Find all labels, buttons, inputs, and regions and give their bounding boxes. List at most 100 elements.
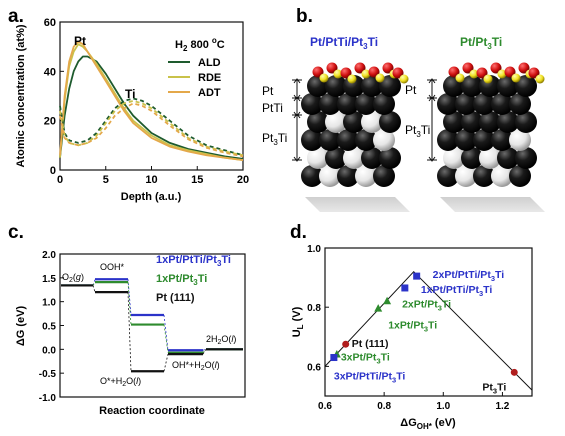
energy-connector (202, 349, 207, 355)
chart-a-xtick-label: 15 (191, 174, 203, 186)
chart-c-legend-black: Pt (111) (156, 292, 195, 304)
chart-a-ticks: 0 5 10 15 20 0 20 40 60 (44, 17, 249, 186)
chart-d-xtick-label: 0.6 (318, 401, 332, 412)
pt-atom (509, 93, 531, 115)
chart-c-state-h2o: 2H2O(l) (206, 334, 236, 346)
chart-c-state-oh: OH*+H2O(l) (172, 360, 220, 372)
panel-label-a: a. (8, 6, 24, 27)
point-2xpt-pt3ti (383, 296, 392, 305)
chart-a: 0 5 10 15 20 0 20 40 60 Pt Ti H2 800 oC ALD RDE … (15, 17, 249, 203)
panel-label-d: d. (290, 222, 307, 243)
pt-atom (355, 93, 377, 115)
chart-d-frame (324, 247, 533, 397)
pt-atom (301, 93, 323, 115)
hydrogen-atom (333, 69, 343, 79)
chart-d-points: 2xPt/PtTi/Pt3Ti1xPt/PtTi/Pt3Ti2xPt/Pt3Ti… (330, 269, 518, 395)
chart-d-xlabel: ΔGOH* (eV) (400, 417, 456, 431)
chart-c-ytick-label: 1.0 (42, 298, 56, 309)
point-label-1xpt-ptti-pt3ti: 1xPt/PtTi/Pt3Ti (421, 284, 493, 298)
oxygen-atom (476, 67, 488, 79)
series-ti-ald (59, 97, 244, 157)
chart-d-ylabel: UL (V) (291, 306, 305, 337)
model-right-layer-pt: Pt (405, 83, 417, 97)
pt-atom (473, 129, 495, 151)
legend-label-adt: ADT (198, 87, 221, 99)
pt-atom (379, 147, 401, 169)
hydrogen-atom (399, 74, 409, 84)
chart-a-xtick-label: 5 (103, 174, 109, 186)
oxygen-atom (518, 62, 530, 74)
chart-d-volcano-line (324, 270, 533, 391)
hydrogen-atom (497, 69, 507, 79)
pt-atom (455, 93, 477, 115)
oxygen-atom (340, 67, 352, 79)
pt-atom (461, 75, 483, 97)
energy-connector (202, 348, 207, 351)
chart-d-xtick-label: 0.8 (377, 401, 391, 412)
ti-atom (355, 165, 377, 187)
energy-connector (127, 292, 132, 372)
hydrogen-atom (469, 69, 479, 79)
panel-b-models: Pt/PtTi/Pt3Ti Pt/Pt3Ti Pt PtTi Pt3Ti (262, 35, 545, 212)
chart-a-xlabel: Depth (a.u.) (121, 191, 182, 203)
ti-atom (307, 147, 329, 169)
pt-atom (479, 111, 501, 133)
chart-a-ytick-label: 40 (44, 66, 56, 78)
chart-c-ytick-label: 0.0 (42, 345, 56, 356)
ti-atom (319, 165, 341, 187)
model-right-shadow (440, 197, 545, 212)
point-2xpt-ptti-pt3ti (413, 272, 421, 280)
pt-atom (515, 75, 537, 97)
energy-connector (127, 279, 132, 316)
series-ti-rde (59, 100, 244, 157)
pt-atom (491, 129, 513, 151)
point-label-pt3ti: Pt3Ti (482, 381, 506, 395)
panel-label-b: b. (296, 6, 313, 27)
chart-a-annotation-pt: Pt (74, 34, 86, 48)
ti-atom (509, 129, 531, 151)
ti-atom (491, 165, 513, 187)
hydrogen-atom (347, 74, 357, 84)
hydrogen-atom (483, 74, 493, 84)
model-left-layer-markers (292, 78, 302, 162)
oxygen-atom (354, 62, 366, 74)
pt-atom (509, 165, 531, 187)
hydrogen-atom (375, 73, 385, 83)
pt-atom (437, 165, 459, 187)
pt-atom (307, 111, 329, 133)
chart-a-xtick-label: 0 (57, 174, 63, 186)
point-label-2xpt-ptti-pt3ti: 2xPt/PtTi/Pt3Ti (433, 269, 505, 283)
pt-atom (343, 111, 365, 133)
chart-c-xlabel: Reaction coordinate (99, 405, 205, 417)
pt-atom (379, 111, 401, 133)
pt-atom (437, 129, 459, 151)
chart-a-ytick-label: 0 (50, 165, 56, 177)
pt-atom (373, 165, 395, 187)
point-pt3ti (510, 368, 518, 376)
point-1xpt-ptti-pt3ti (401, 284, 409, 292)
pt-atom (301, 165, 323, 187)
chart-d-ticks: 0.6 0.8 1.0 1.2 0.6 0.8 1.0 (307, 244, 510, 412)
chart-c-levels (61, 278, 243, 373)
oxygen-atom (326, 62, 338, 74)
pt-atom (473, 93, 495, 115)
ti-atom (361, 111, 383, 133)
chart-c-legend-blue: 1xPt/PtTi/Pt3Ti (156, 254, 231, 268)
chart-c-ylabel: ΔG (eV) (15, 306, 27, 347)
oxygen-atom (462, 62, 474, 74)
oxygen-atom (490, 62, 502, 74)
chart-c-ytick-label: 0.5 (42, 322, 56, 333)
energy-connector (92, 281, 96, 286)
chart-d-xtick-label: 1.2 (495, 401, 509, 412)
energy-connector (202, 349, 207, 353)
model-left-layer-pt3ti: Pt3Ti (262, 131, 287, 147)
chart-c: 2.0 1.5 1.0 0.5 0.0 -0.5 -1.0 O2(g) OOH* O*+H2… (15, 250, 246, 417)
pt-atom (373, 93, 395, 115)
point-label-3xpt-ptti-pt3ti: 3xPt/PtTi/Pt3Ti (334, 371, 406, 385)
ti-atom (443, 147, 465, 169)
ti-atom (373, 129, 395, 151)
hydrogen-atom (319, 73, 329, 83)
legend-label-ald: ALD (198, 57, 221, 69)
series-pt-ald (59, 55, 244, 160)
